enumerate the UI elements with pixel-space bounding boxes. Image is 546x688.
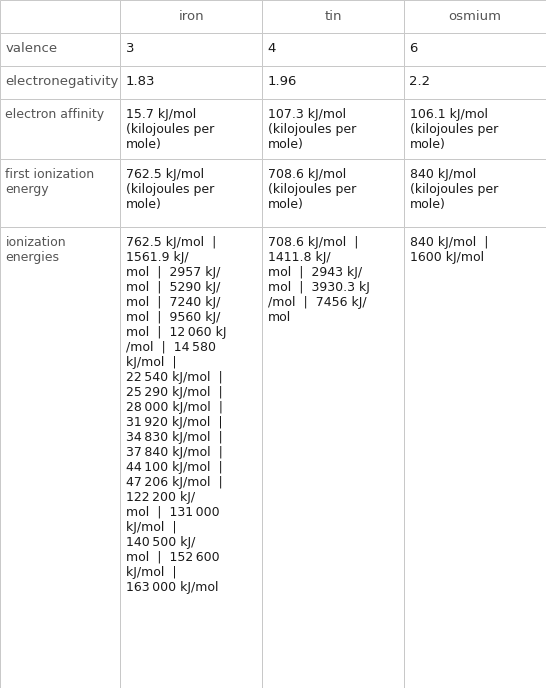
Text: 762.5 kJ/mol
(kilojoules per
mole): 762.5 kJ/mol (kilojoules per mole)	[126, 168, 214, 211]
Bar	[404, 159, 546, 227]
Bar	[404, 0, 546, 33]
Text: 840 kJ/mol
(kilojoules per
mole): 840 kJ/mol (kilojoules per mole)	[410, 168, 498, 211]
Bar	[120, 159, 262, 227]
Bar	[262, 66, 404, 99]
Bar	[404, 227, 546, 688]
Bar	[120, 66, 262, 99]
Bar	[0, 99, 120, 159]
Bar	[404, 33, 546, 66]
Bar	[262, 0, 404, 33]
Text: 2.2: 2.2	[410, 75, 431, 88]
Text: valence: valence	[5, 42, 57, 55]
Bar	[120, 227, 262, 688]
Bar	[0, 227, 120, 688]
Bar	[0, 66, 120, 99]
Text: 1.83: 1.83	[126, 75, 155, 88]
Text: first ionization
energy: first ionization energy	[5, 168, 94, 196]
Text: 840 kJ/mol  |
1600 kJ/mol: 840 kJ/mol | 1600 kJ/mol	[410, 236, 488, 264]
Text: iron: iron	[179, 10, 204, 23]
Text: 762.5 kJ/mol  |
1561.9 kJ/
mol  |  2957 kJ/
mol  |  5290 kJ/
mol  |  7240 kJ/
mo: 762.5 kJ/mol | 1561.9 kJ/ mol | 2957 kJ/…	[126, 236, 226, 594]
Text: 708.6 kJ/mol
(kilojoules per
mole): 708.6 kJ/mol (kilojoules per mole)	[268, 168, 356, 211]
Text: 106.1 kJ/mol
(kilojoules per
mole): 106.1 kJ/mol (kilojoules per mole)	[410, 108, 498, 151]
Text: 4: 4	[268, 42, 276, 55]
Bar	[404, 99, 546, 159]
Text: ionization
energies: ionization energies	[5, 236, 66, 264]
Bar	[262, 159, 404, 227]
Text: electron affinity: electron affinity	[5, 108, 105, 121]
Bar	[120, 0, 262, 33]
Text: 1.96: 1.96	[268, 75, 297, 88]
Bar	[0, 33, 120, 66]
Bar	[120, 99, 262, 159]
Bar	[0, 0, 120, 33]
Bar	[262, 33, 404, 66]
Text: 15.7 kJ/mol
(kilojoules per
mole): 15.7 kJ/mol (kilojoules per mole)	[126, 108, 214, 151]
Bar	[262, 99, 404, 159]
Text: 6: 6	[410, 42, 418, 55]
Text: 3: 3	[126, 42, 134, 55]
Text: electronegativity: electronegativity	[5, 75, 119, 88]
Bar	[262, 227, 404, 688]
Bar	[404, 66, 546, 99]
Bar	[120, 33, 262, 66]
Text: 107.3 kJ/mol
(kilojoules per
mole): 107.3 kJ/mol (kilojoules per mole)	[268, 108, 356, 151]
Text: tin: tin	[324, 10, 342, 23]
Text: 708.6 kJ/mol  |
1411.8 kJ/
mol  |  2943 kJ/
mol  |  3930.3 kJ
/mol  |  7456 kJ/
: 708.6 kJ/mol | 1411.8 kJ/ mol | 2943 kJ/…	[268, 236, 370, 324]
Text: osmium: osmium	[448, 10, 502, 23]
Bar	[0, 159, 120, 227]
